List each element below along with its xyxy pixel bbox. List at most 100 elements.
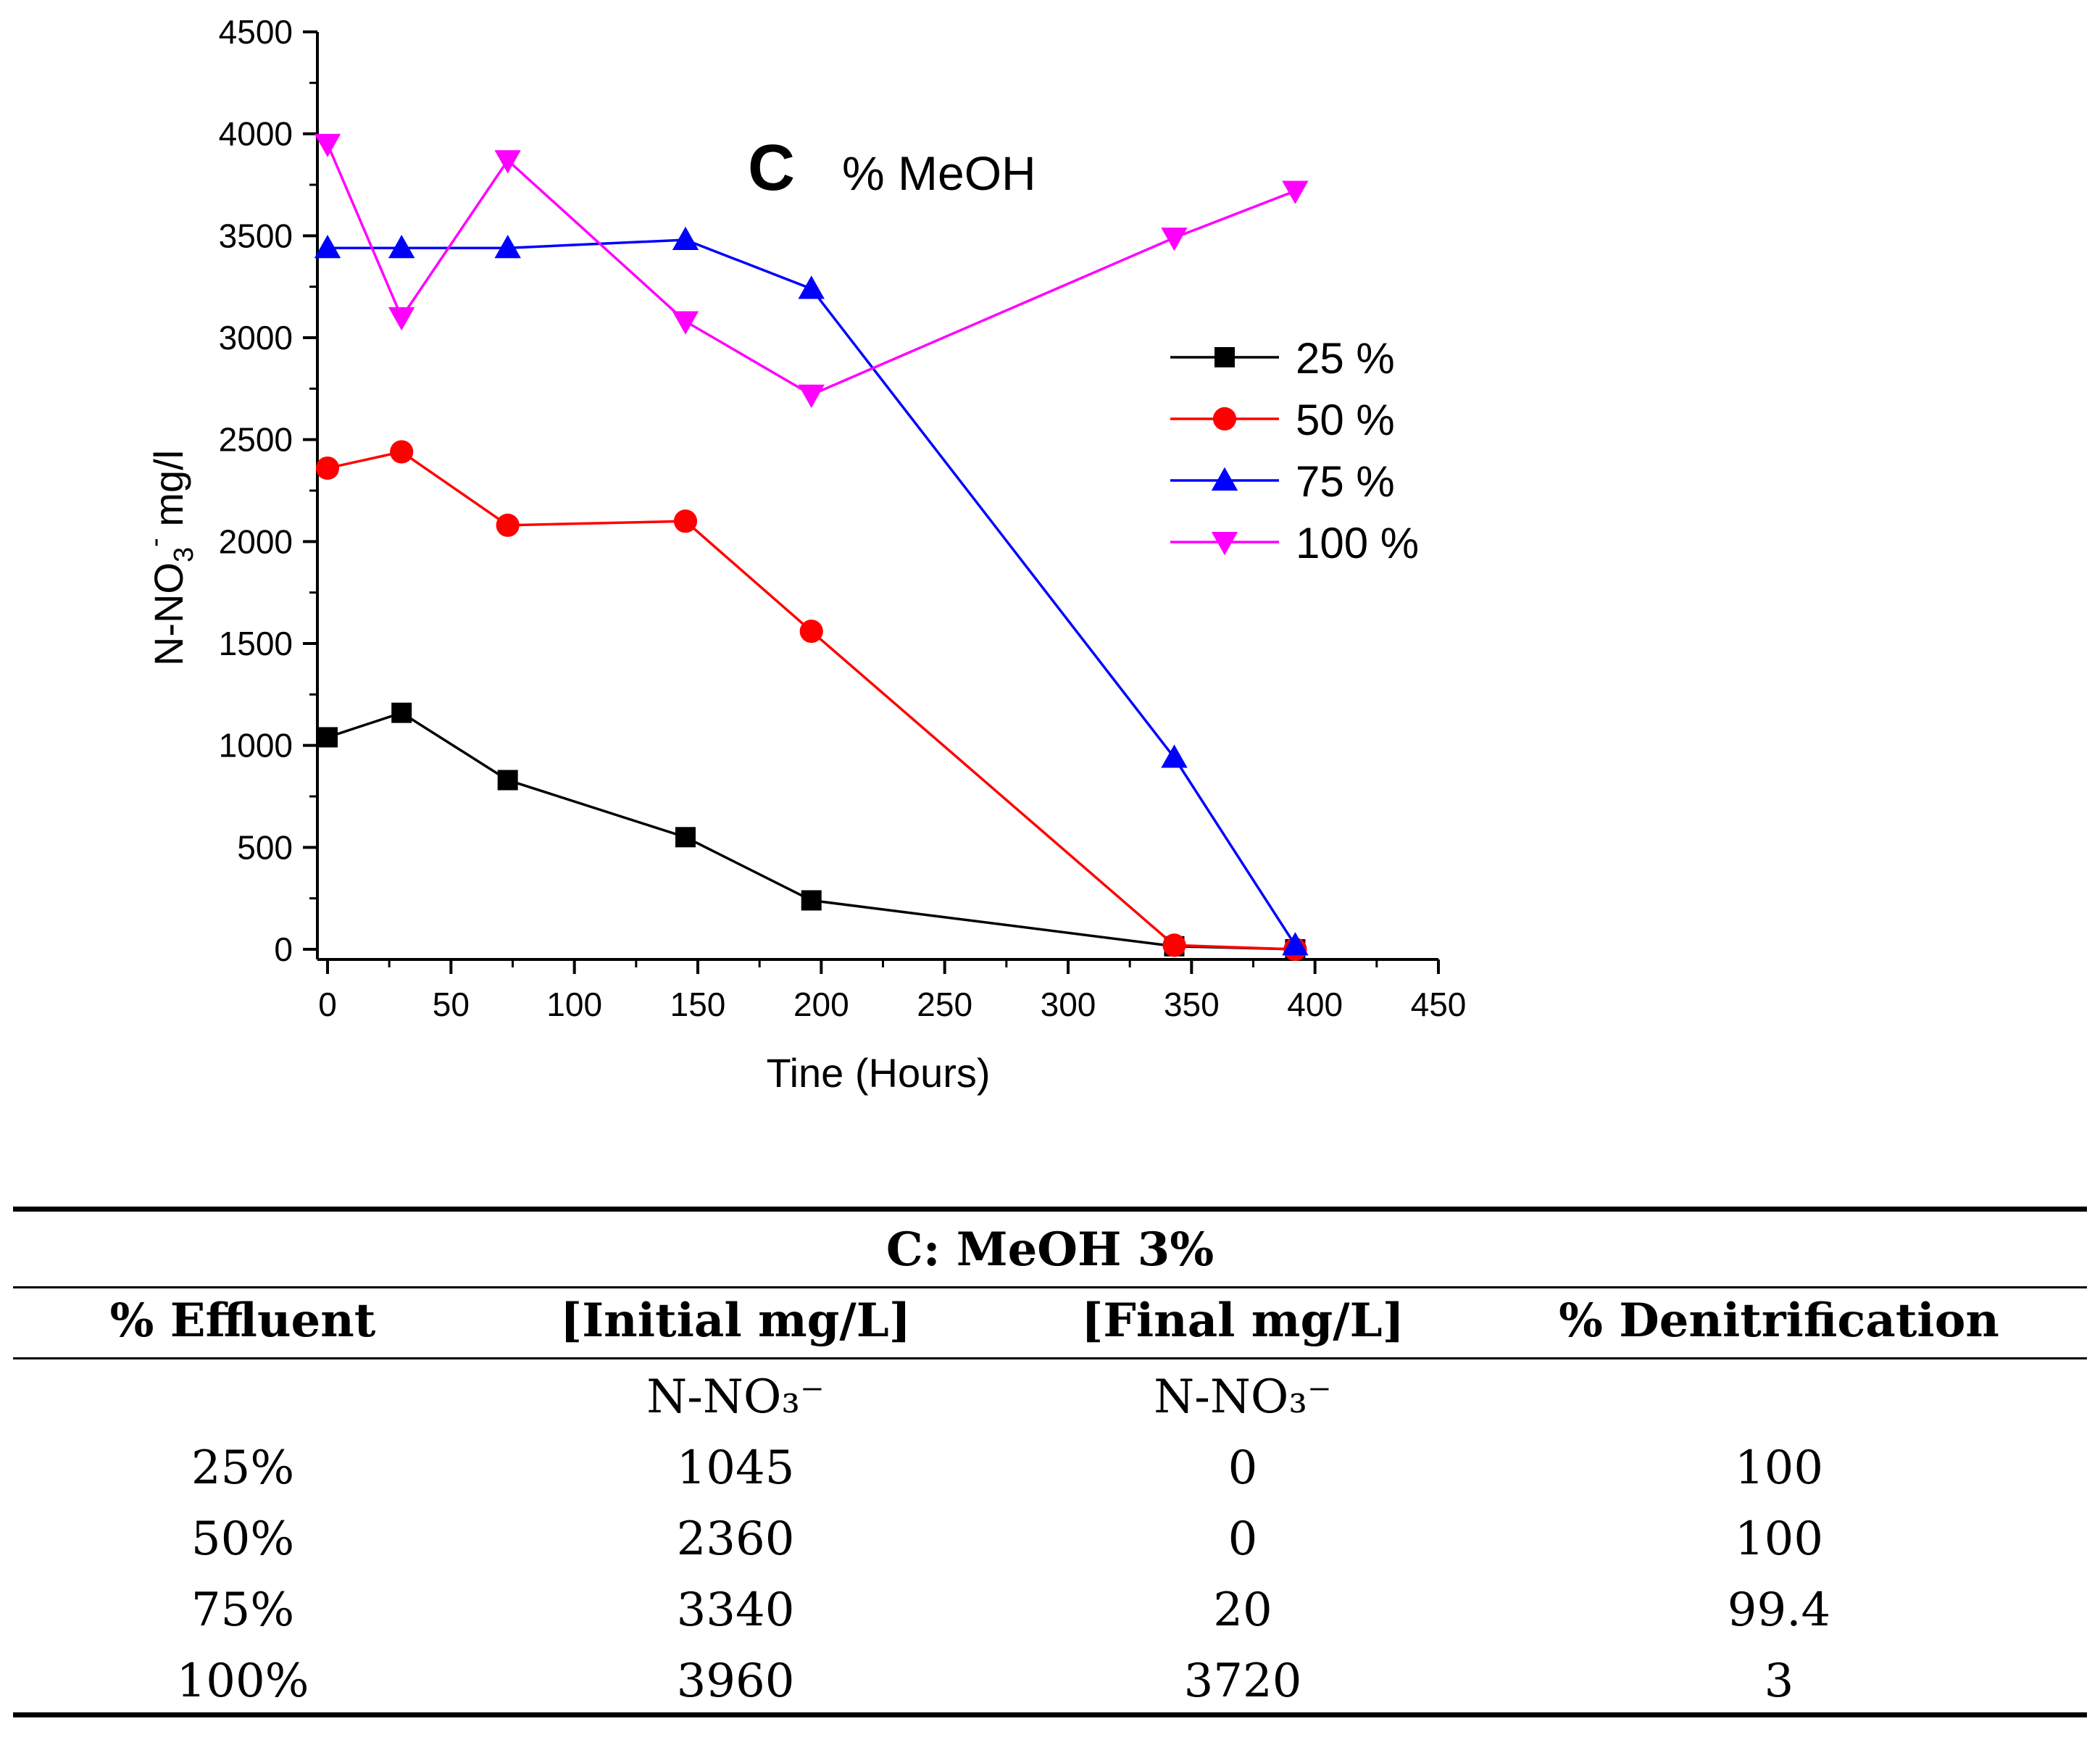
series-layer: [314, 133, 1309, 962]
legend-label: 25 %: [1296, 334, 1395, 383]
y-tick-label: 4000: [219, 115, 293, 153]
x-tick-label: 50: [433, 986, 470, 1023]
data-point: [672, 226, 699, 250]
legend-label: 50 %: [1296, 396, 1395, 444]
legend-marker: [1211, 532, 1238, 556]
data-point: [1161, 744, 1188, 768]
table-cell: 2360: [676, 1512, 795, 1566]
results-table: C: MeOH 3% % Effluent [Initial mg/L] [Fina…: [0, 1207, 2100, 1736]
legend-entry: 50 %: [1170, 396, 1395, 444]
table-cell: 3: [1764, 1654, 1794, 1708]
data-point: [497, 770, 518, 791]
table-title: C: MeOH 3%: [886, 1222, 1214, 1277]
series-line: [328, 238, 1296, 946]
data-point: [675, 827, 696, 848]
panel-letter: C: [748, 132, 795, 204]
x-tick-label: 0: [318, 986, 337, 1023]
y-tick-label: 2000: [219, 522, 293, 560]
series-4: [314, 133, 1309, 408]
table-cell: 50%: [191, 1512, 295, 1566]
x-tick-label: 300: [1041, 986, 1096, 1023]
legend: 25 % 50 % 75 % 100 %: [1170, 334, 1419, 567]
series-line: [326, 143, 1296, 396]
legend-marker: [1212, 407, 1237, 431]
table-cell: 20: [1213, 1583, 1272, 1637]
x-axis-label: Tine (Hours): [766, 1050, 990, 1096]
x-tick-label: 150: [670, 986, 726, 1023]
table-cell: 0: [1228, 1512, 1258, 1566]
table-cell: 25%: [191, 1441, 295, 1495]
legend-entry: 25 %: [1170, 334, 1395, 383]
y-tick-label: 3000: [219, 319, 293, 357]
y-tick-label: 500: [237, 828, 293, 866]
legend-label: 100 %: [1296, 519, 1419, 567]
y-tick-label: 1500: [219, 625, 293, 662]
line-chart: 0 50 100 150 200 250 300 350 400 4500500100015002…: [140, 13, 1467, 1096]
table-cell: 100: [1734, 1441, 1824, 1495]
data-point: [1282, 932, 1309, 956]
data-point: [672, 311, 699, 335]
data-point: [801, 890, 822, 911]
data-point: [314, 235, 341, 259]
y-tick-label: 3500: [219, 217, 293, 254]
data-point: [494, 235, 521, 259]
legend-label: 75 %: [1296, 457, 1395, 506]
table-cell: 3960: [676, 1654, 795, 1708]
x-tick-label: 350: [1164, 986, 1220, 1023]
x-tick-label: 100: [546, 986, 602, 1023]
table-header-rule: [13, 1357, 2087, 1359]
table-cell: 1045: [676, 1441, 795, 1495]
y-axis-label: N-NO3- mg/l: [140, 450, 199, 666]
legend-marker: [1214, 347, 1235, 367]
legend-marker: [1211, 467, 1238, 491]
x-tick-label: 450: [1411, 986, 1467, 1023]
data-point: [391, 702, 412, 723]
data-point: [494, 150, 521, 174]
y-tick-label: 1000: [219, 727, 293, 765]
y-tick-label: 0: [274, 930, 293, 968]
table-bottom-rule: [13, 1712, 2087, 1717]
data-point: [1161, 228, 1188, 251]
data-point: [1282, 180, 1309, 204]
series-3: [314, 226, 1309, 956]
x-tick-label: 400: [1287, 986, 1343, 1023]
data-point: [799, 620, 823, 643]
column-subheader: N-NO₃⁻: [646, 1370, 825, 1424]
axes: 0 50 100 150 200 250 300 350 400 4500500100015002…: [219, 13, 1467, 1023]
data-point: [388, 307, 415, 331]
column-header: [Initial mg/L]: [559, 1294, 912, 1348]
data-point: [315, 456, 340, 480]
data-point: [314, 133, 341, 157]
table-cell: 3340: [676, 1583, 795, 1637]
y-axis-label-main: N-NO: [146, 562, 191, 666]
table-cell: 99.4: [1727, 1583, 1831, 1637]
data-point: [798, 275, 825, 299]
chart-title: % MeOH: [842, 146, 1036, 200]
legend-entry: 100 %: [1170, 519, 1419, 567]
table-cell: 100%: [176, 1654, 309, 1708]
y-axis-label-sup: -: [140, 538, 170, 547]
series-2: [315, 440, 1307, 962]
series-line: [327, 450, 1296, 951]
table-cell: 100: [1734, 1512, 1824, 1566]
data-point: [496, 513, 520, 537]
table-top-rule: [13, 1207, 2087, 1212]
series-line: [327, 711, 1296, 951]
table-title-rule: [13, 1286, 2087, 1288]
data-point: [798, 384, 825, 408]
x-tick-label: 200: [793, 986, 849, 1023]
chart-labels: C % MeOH Tine (Hours) N-NO3- mg/l: [140, 132, 1036, 1096]
table-cell: 3720: [1183, 1654, 1302, 1708]
y-tick-label: 4500: [219, 13, 293, 51]
data-point: [317, 727, 338, 748]
legend-entry: 75 %: [1170, 457, 1395, 506]
data-point: [673, 509, 698, 533]
column-header: [Final mg/L]: [1081, 1294, 1404, 1348]
series-1: [317, 702, 1306, 959]
data-point: [388, 235, 415, 259]
column-subheader: N-NO₃⁻: [1154, 1370, 1332, 1424]
y-axis-label-unit: mg/l: [146, 450, 191, 538]
column-header: % Effluent: [109, 1294, 376, 1348]
table-cell: 75%: [191, 1583, 295, 1637]
y-axis-label-sub: 3: [169, 547, 199, 562]
